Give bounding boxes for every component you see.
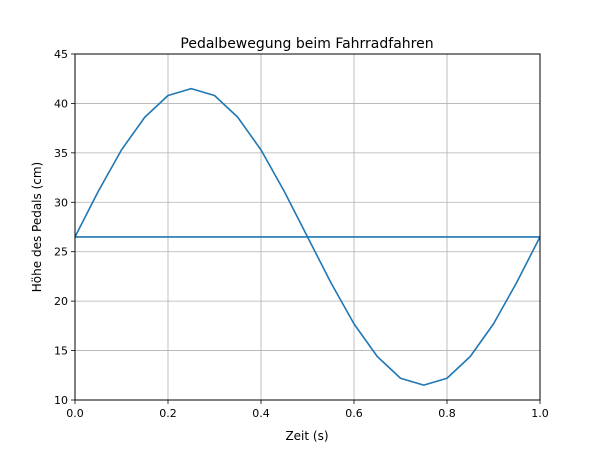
- y-tick-label: 40: [54, 97, 68, 110]
- x-tick-label: 0.0: [66, 407, 84, 420]
- y-tick-label: 20: [54, 295, 68, 308]
- plot-frame: [74, 53, 541, 401]
- x-tick-label: 0.4: [252, 407, 270, 420]
- x-tick-label: 0.8: [438, 407, 456, 420]
- y-tick-label: 15: [54, 345, 68, 358]
- y-tick-label: 10: [54, 394, 68, 407]
- y-tick-label: 25: [54, 246, 68, 259]
- x-axis-label: Zeit (s): [285, 429, 328, 443]
- x-tick-label: 0.2: [159, 407, 177, 420]
- y-axis-label: Höhe des Pedals (cm): [30, 162, 44, 292]
- x-ticks: 0.0 0.2 0.4 0.6 0.8 1.0: [66, 400, 549, 420]
- y-tick-label: 30: [54, 196, 68, 209]
- y-tick-label: 35: [54, 147, 68, 160]
- y-tick-label: 45: [54, 48, 68, 61]
- x-tick-label: 0.6: [345, 407, 363, 420]
- series-group: [74, 87, 541, 386]
- chart-title: Pedalbewegung beim Fahrradfahren: [180, 36, 433, 52]
- x-tick-label: 1.0: [531, 407, 549, 420]
- y-ticks: 10 15 20 25 30 35 40 45: [54, 48, 75, 407]
- grid: [74, 53, 541, 401]
